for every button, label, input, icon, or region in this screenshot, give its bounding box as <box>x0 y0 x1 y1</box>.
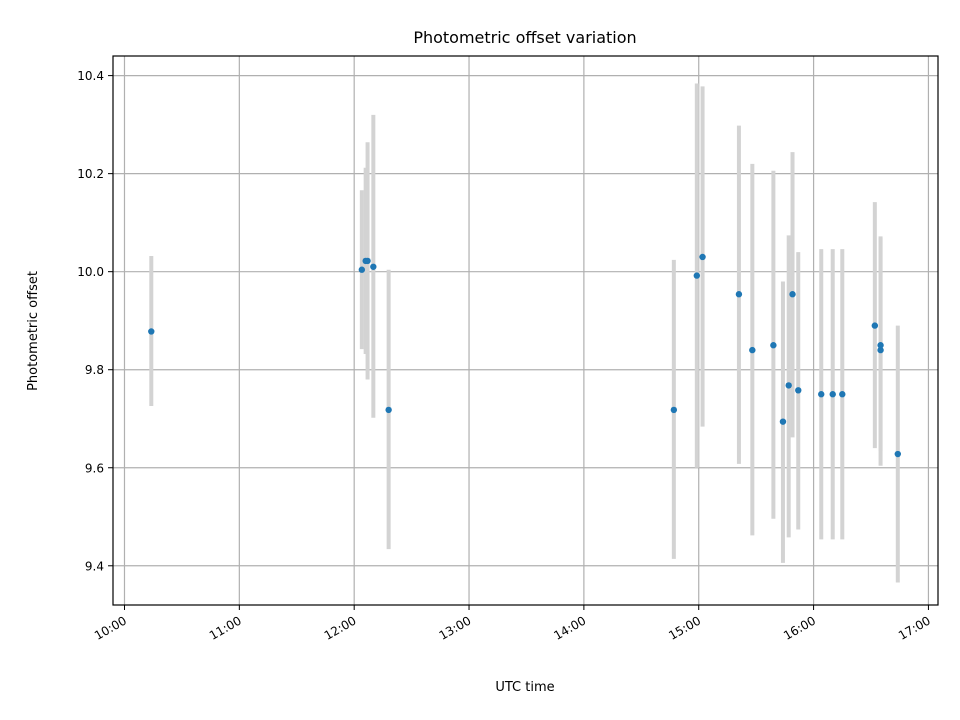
y-tick-label: 10.0 <box>77 265 104 279</box>
y-axis-ticks: 9.4 9.6 9.8 10.0 10.2 10.4 <box>77 69 113 573</box>
data-point <box>894 450 902 458</box>
y-tick-label: 9.4 <box>85 559 104 573</box>
data-point <box>670 406 678 414</box>
data-point <box>364 257 371 265</box>
y-tick-label: 10.2 <box>77 167 104 181</box>
data-point <box>370 263 377 270</box>
data-point <box>839 391 846 398</box>
data-point <box>735 291 743 298</box>
data-point <box>148 328 155 335</box>
data-point <box>699 253 706 261</box>
data-points <box>148 253 902 458</box>
data-point <box>770 342 777 349</box>
data-point <box>818 391 825 398</box>
data-point <box>877 342 884 349</box>
data-point <box>829 391 836 398</box>
data-point <box>795 387 802 394</box>
plot-frame <box>112 55 939 606</box>
data-point <box>789 291 796 298</box>
y-tick-label: 9.6 <box>85 461 104 475</box>
y-tick-label: 10.4 <box>77 69 104 83</box>
data-point <box>693 272 701 279</box>
data-point <box>779 418 787 425</box>
data-point <box>871 322 879 329</box>
chart-title: Photometric offset variation <box>413 28 636 47</box>
data-point <box>749 346 756 354</box>
data-point <box>877 346 884 354</box>
data-point <box>785 382 792 389</box>
x-axis-label: UTC time <box>495 680 554 695</box>
y-tick-label: 9.8 <box>85 363 104 377</box>
data-point <box>358 266 366 273</box>
data-point <box>385 406 392 414</box>
y-axis-label: Photometric offset <box>26 271 41 391</box>
